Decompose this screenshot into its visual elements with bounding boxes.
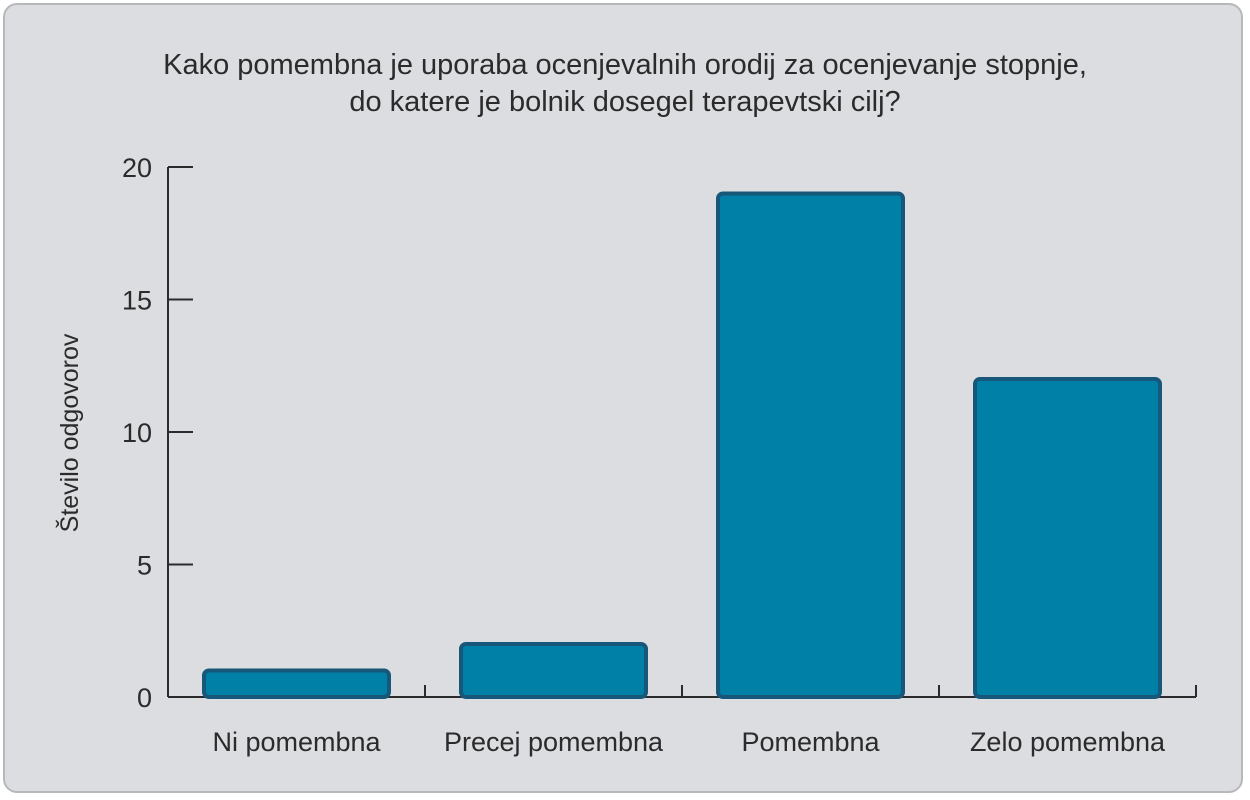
- x-category-label-0: Ni pomembna: [212, 727, 381, 757]
- y-tick-label-15: 15: [122, 286, 152, 316]
- chart-title-line-2: do katere je bolnik dosegel terapevtski …: [349, 86, 900, 118]
- plot-area: 0 5 10 15 20 Ni pomembna Precej pomembna Pomemb…: [122, 153, 1197, 757]
- bar-3: [973, 377, 1162, 699]
- x-category-label-3: Zelo pomembna: [970, 727, 1166, 757]
- y-tick-label-10: 10: [122, 418, 152, 448]
- bar-1: [459, 642, 648, 699]
- bar-2: [716, 191, 905, 699]
- y-tick-label-20: 20: [122, 153, 152, 183]
- y-tick-label-5: 5: [137, 551, 152, 581]
- bar-0: [202, 668, 391, 699]
- y-axis-label: Število odgovorov: [55, 333, 84, 532]
- x-category-label-1: Precej pomembna: [444, 727, 664, 757]
- x-category-label-2: Pomembna: [741, 727, 880, 757]
- y-tick-label-0: 0: [137, 683, 152, 713]
- chart-title-line-1: Kako pomembna je uporaba ocenjevalnih or…: [163, 49, 1087, 81]
